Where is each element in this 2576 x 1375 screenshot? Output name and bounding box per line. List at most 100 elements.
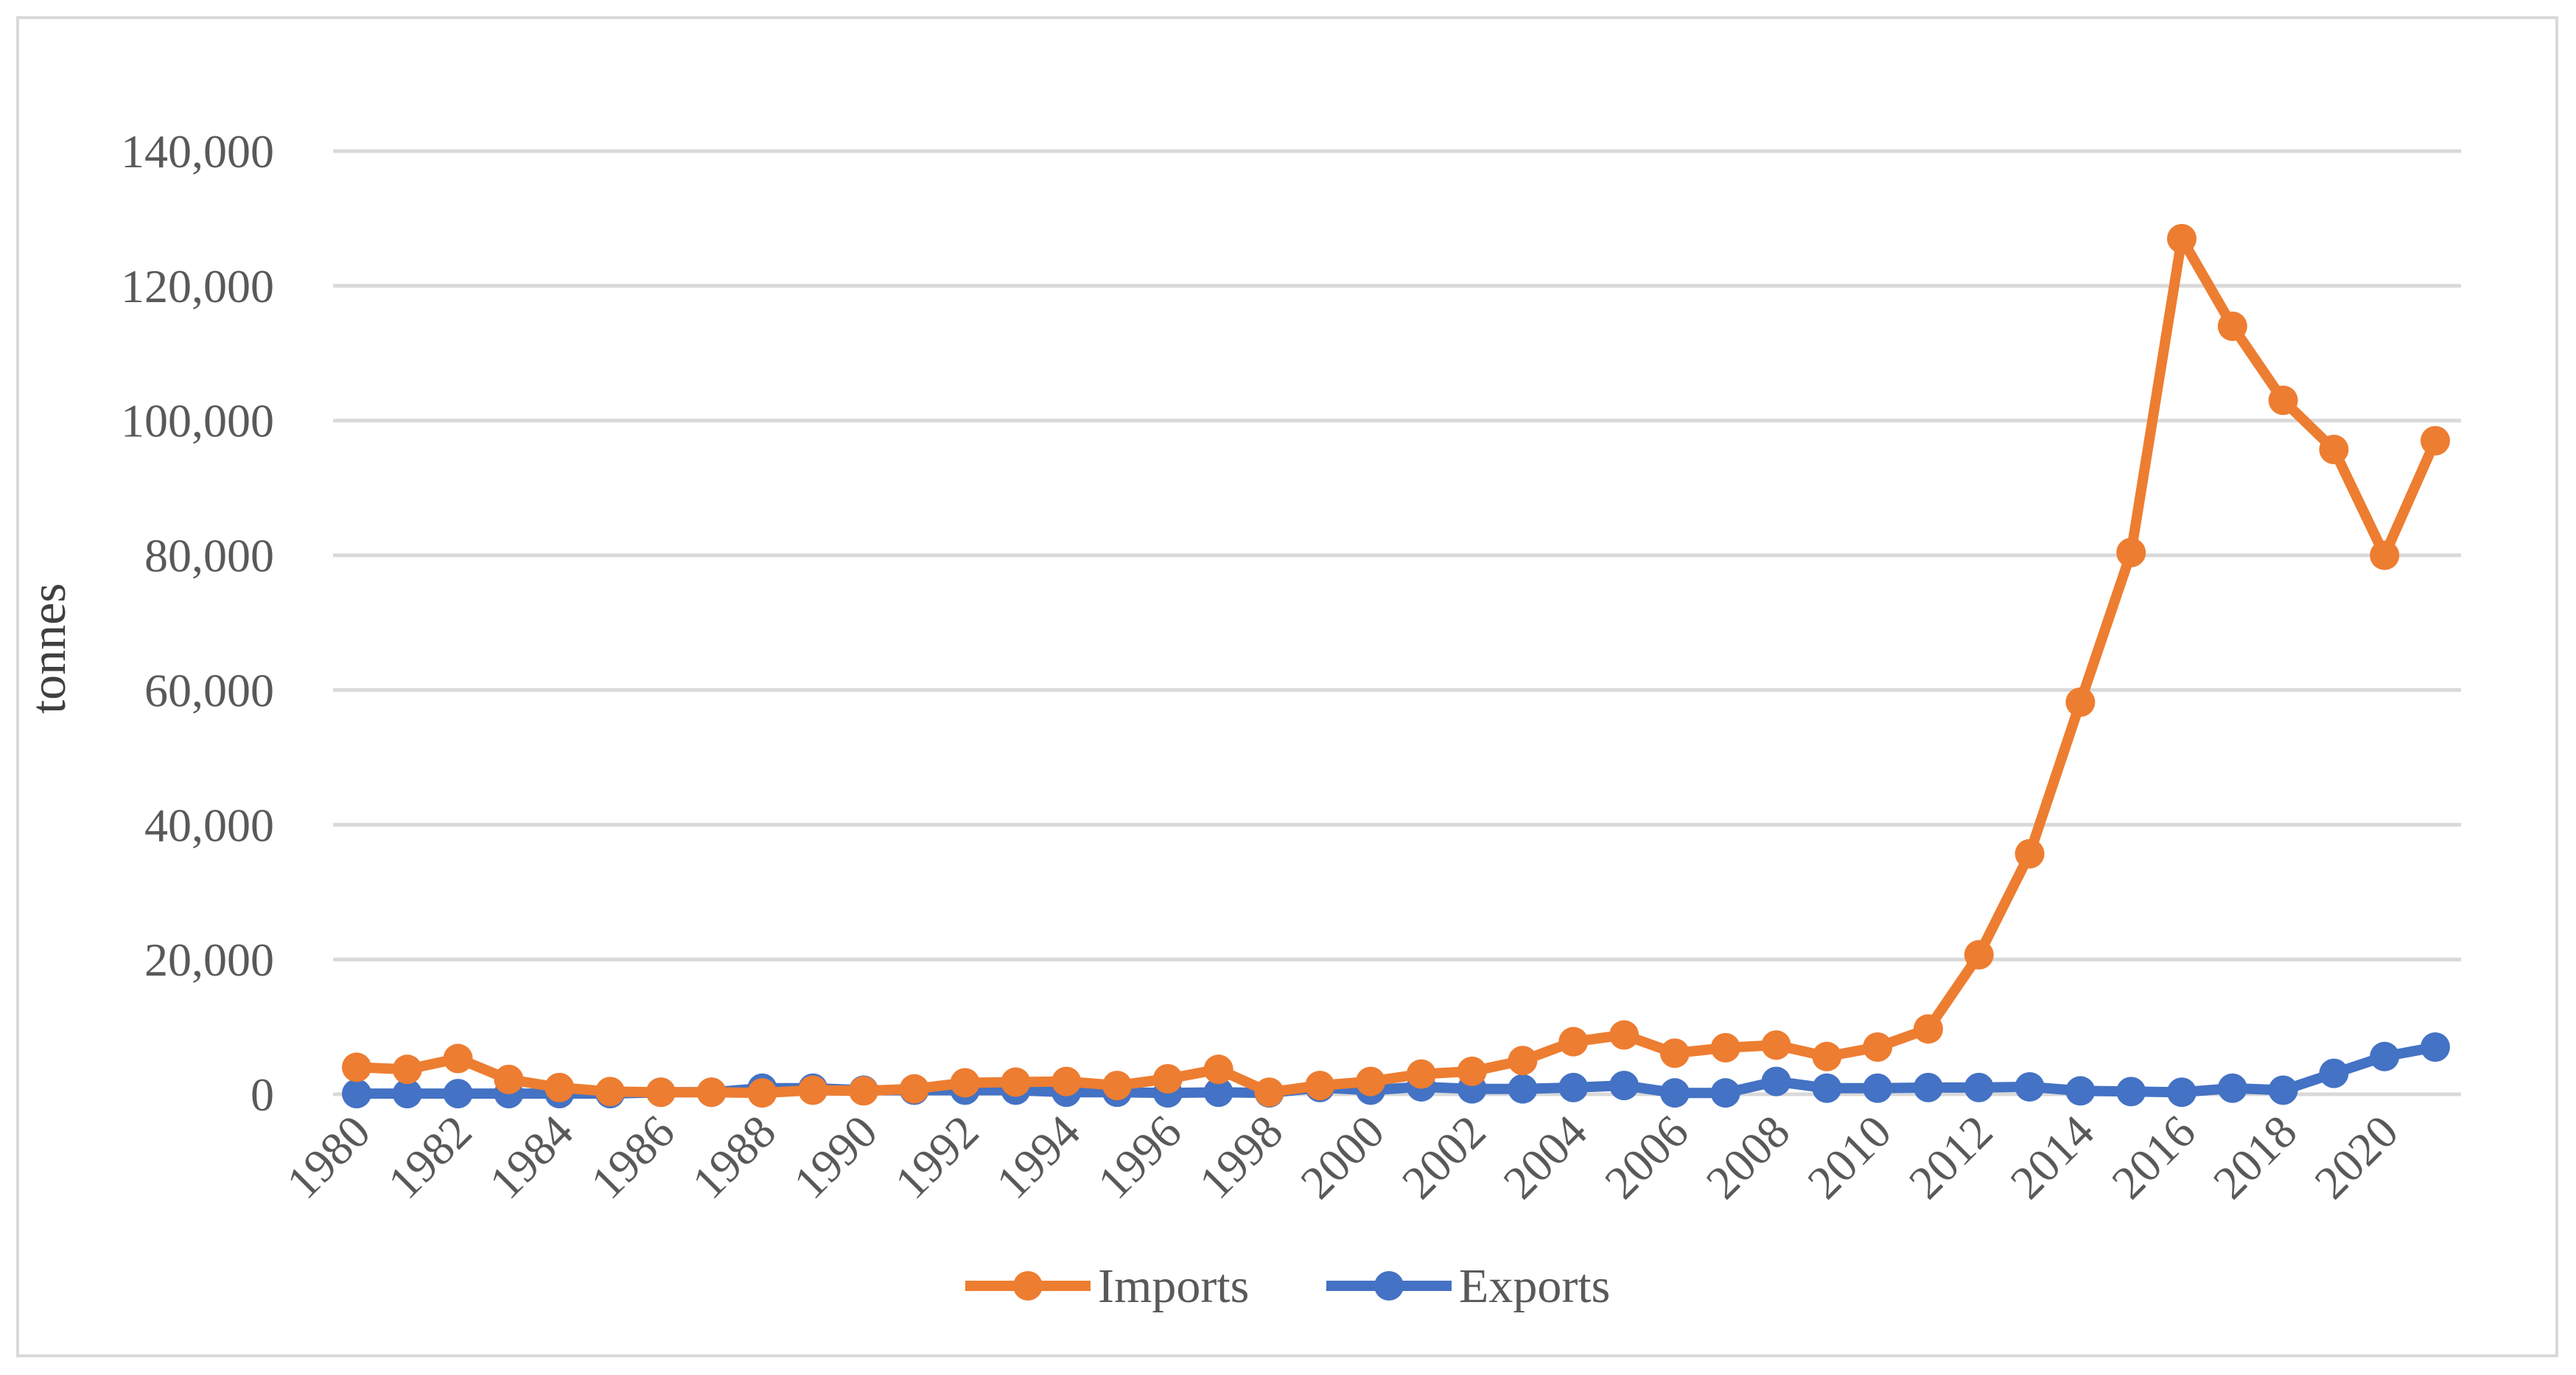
x-tick-label: 1992 — [885, 1105, 989, 1209]
x-tick-label: 1998 — [1189, 1105, 1293, 1209]
y-tick-label: 0 — [251, 1068, 274, 1121]
data-point-imports — [1457, 1056, 1487, 1086]
data-point-imports — [494, 1064, 524, 1094]
data-point-imports — [1051, 1066, 1082, 1096]
y-tick-label: 140,000 — [121, 125, 274, 178]
data-point-imports — [1305, 1071, 1335, 1101]
chart-frame — [16, 16, 2558, 1357]
data-point-imports — [392, 1054, 422, 1085]
data-point-imports — [2268, 385, 2298, 416]
data-point-exports — [2370, 1041, 2400, 1071]
data-point-imports — [2166, 223, 2197, 253]
data-point-exports — [2166, 1077, 2197, 1108]
data-point-imports — [2116, 537, 2146, 567]
legend-label: Imports — [1098, 1259, 1249, 1313]
data-point-imports — [1761, 1030, 1791, 1060]
legend-label: Exports — [1459, 1259, 1610, 1313]
data-point-imports — [342, 1052, 371, 1082]
data-point-exports — [1863, 1073, 1893, 1103]
data-point-exports — [1203, 1077, 1233, 1108]
data-point-exports — [1964, 1072, 1994, 1102]
y-tick-label: 20,000 — [144, 934, 274, 986]
y-tick-label: 120,000 — [121, 260, 274, 312]
x-tick-label: 1986 — [581, 1105, 685, 1209]
series — [342, 223, 2450, 1109]
series-imports — [342, 223, 2450, 1108]
x-tick-label: 1990 — [783, 1105, 887, 1209]
y-tick-label: 100,000 — [121, 395, 274, 447]
x-tick-label: 1994 — [986, 1105, 1090, 1209]
data-point-imports — [2319, 435, 2349, 465]
data-point-imports — [696, 1077, 727, 1108]
data-point-imports — [545, 1072, 575, 1102]
data-point-exports — [2217, 1073, 2247, 1103]
data-point-imports — [2015, 839, 2045, 869]
data-point-imports — [747, 1078, 777, 1108]
data-point-imports — [899, 1074, 929, 1104]
data-point-exports — [1812, 1073, 1842, 1103]
data-point-imports — [1609, 1020, 1639, 1050]
x-tick-label: 2004 — [1494, 1105, 1597, 1209]
data-point-exports — [1558, 1072, 1589, 1102]
y-axis-tick-labels: 0 20,000 40,000 60,000 80,000 100,000 120,000 1… — [121, 125, 274, 1121]
data-point-exports — [2065, 1076, 2096, 1106]
data-point-imports — [1254, 1077, 1284, 1108]
data-point-exports — [392, 1079, 422, 1109]
data-point-imports — [595, 1077, 626, 1107]
data-point-imports — [1863, 1032, 1893, 1062]
x-axis-tick-labels: 1980198219841986198819901992199419961998… — [276, 1105, 2408, 1209]
data-point-imports — [2370, 540, 2400, 570]
data-point-imports — [1152, 1063, 1183, 1094]
data-point-exports — [2319, 1058, 2349, 1088]
x-tick-label: 1982 — [378, 1105, 482, 1209]
data-point-imports — [2065, 687, 2096, 717]
data-point-imports — [849, 1076, 879, 1106]
legend-swatch-marker — [1013, 1271, 1043, 1301]
data-point-exports — [443, 1079, 473, 1109]
data-point-exports — [1761, 1066, 1791, 1096]
data-point-exports — [1609, 1071, 1639, 1101]
legend-swatch-marker — [1374, 1271, 1404, 1301]
data-point-imports — [443, 1043, 473, 1074]
x-tick-label: 2006 — [1595, 1105, 1698, 1209]
legend: Imports Exports — [965, 1259, 1610, 1313]
data-point-imports — [1964, 940, 1994, 970]
data-point-exports — [2421, 1032, 2450, 1062]
data-point-imports — [798, 1075, 828, 1105]
x-tick-label: 1984 — [479, 1105, 583, 1209]
x-tick-label: 1980 — [276, 1105, 380, 1209]
data-point-imports — [1203, 1054, 1233, 1085]
data-point-imports — [1102, 1071, 1133, 1101]
gridlines — [333, 149, 2461, 1096]
data-point-exports — [2015, 1071, 2045, 1102]
data-point-imports — [1356, 1066, 1386, 1096]
data-point-imports — [1913, 1014, 1943, 1044]
data-point-exports — [1913, 1072, 1943, 1102]
x-tick-label: 1996 — [1088, 1105, 1191, 1209]
x-tick-label: 1988 — [682, 1105, 786, 1209]
data-point-exports — [2268, 1075, 2298, 1105]
data-point-imports — [1508, 1046, 1538, 1076]
data-point-imports — [1558, 1026, 1589, 1057]
legend-item-imports: Imports — [965, 1259, 1249, 1313]
data-point-exports — [1710, 1078, 1740, 1108]
x-tick-label: 2000 — [1290, 1105, 1394, 1209]
data-point-exports — [342, 1079, 371, 1109]
y-tick-label: 40,000 — [144, 799, 274, 851]
x-tick-label: 2002 — [1392, 1105, 1496, 1209]
x-tick-label: 2012 — [1899, 1105, 2003, 1209]
x-tick-label: 2010 — [1797, 1105, 1901, 1209]
data-point-imports — [1659, 1038, 1690, 1068]
y-axis-title: tonnes — [20, 583, 76, 714]
x-tick-label: 2014 — [2001, 1105, 2104, 1209]
data-point-exports — [2116, 1077, 2146, 1107]
data-point-exports — [1508, 1074, 1538, 1104]
data-point-imports — [1406, 1059, 1436, 1089]
data-point-imports — [1710, 1032, 1740, 1063]
x-tick-label: 2020 — [2304, 1105, 2408, 1209]
y-tick-label: 80,000 — [144, 530, 274, 582]
data-point-imports — [1001, 1067, 1031, 1097]
data-point-imports — [645, 1077, 676, 1108]
x-tick-label: 2016 — [2101, 1105, 2205, 1209]
